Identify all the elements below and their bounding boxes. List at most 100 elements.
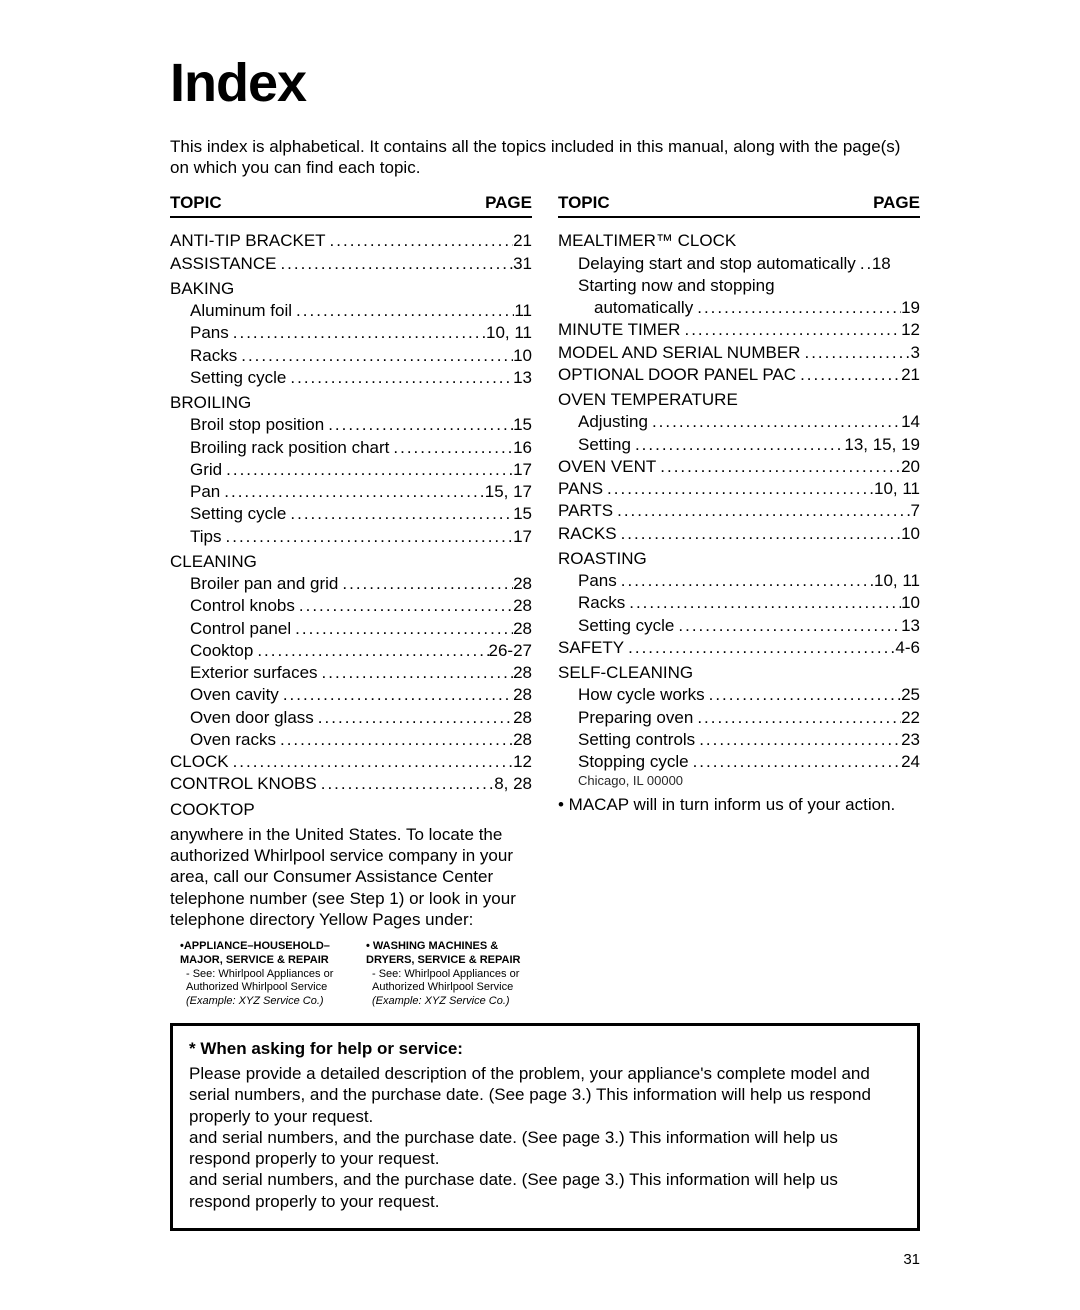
index-heading: MEALTIMER™ CLOCK xyxy=(558,230,920,251)
entry-label: ASSISTANCE xyxy=(170,253,276,274)
left-column: TOPIC PAGE ANTI-TIP BRACKET21ASSISTANCE3… xyxy=(170,192,532,1015)
entry-dots xyxy=(324,414,513,435)
entry-dots xyxy=(276,729,513,750)
entry-label: OVEN VENT xyxy=(558,456,656,477)
entry-page: 4-6 xyxy=(895,637,920,658)
index-sub-entry: Racks10 xyxy=(558,592,920,613)
entry-dots xyxy=(295,595,513,616)
entry-dots xyxy=(318,662,514,683)
entry-page: 24 xyxy=(901,751,920,772)
header-page: PAGE xyxy=(873,192,920,213)
entry-label: Pan xyxy=(190,481,220,502)
entry-label: RACKS xyxy=(558,523,617,544)
index-sub-entry: Setting cycle15 xyxy=(170,503,532,524)
entry-dots xyxy=(286,503,513,524)
index-entry: ANTI-TIP BRACKET21 xyxy=(170,230,532,251)
entry-label: Preparing oven xyxy=(578,707,693,728)
index-entry: OPTIONAL DOOR PANEL PAC 21 xyxy=(558,364,920,385)
entry-dots xyxy=(222,526,514,547)
index-entry: MODEL AND SERIAL NUMBER3 xyxy=(558,342,920,363)
entry-dots xyxy=(648,411,901,432)
entry-page: 28 xyxy=(513,729,532,750)
entry-page: 7 xyxy=(911,500,920,521)
help-service-box: * When asking for help or service: Pleas… xyxy=(170,1023,920,1231)
entry-label: automatically xyxy=(594,297,693,318)
index-sub-entry: Racks10 xyxy=(170,345,532,366)
entry-dots xyxy=(222,459,513,480)
index-entry: OVEN VENT 20 xyxy=(558,456,920,477)
index-sub-entry: Aluminum foil11 xyxy=(170,300,532,321)
index-entry: SAFETY4-6 xyxy=(558,637,920,658)
intro-text: This index is alphabetical. It contains … xyxy=(170,136,920,179)
entry-dots xyxy=(705,684,901,705)
index-sub-entry: Pans 10, 11 xyxy=(558,570,920,591)
entry-page: 21 xyxy=(513,230,532,251)
entry-dots xyxy=(292,300,514,321)
entry-page: 10, 11 xyxy=(874,478,920,499)
entry-dots xyxy=(276,253,513,274)
entry-page: 16 xyxy=(513,437,532,458)
index-entry: RACKS10 xyxy=(558,523,920,544)
entry-label: CONTROL KNOBS xyxy=(170,773,317,794)
header-page: PAGE xyxy=(485,192,532,213)
index-heading: CLEANING xyxy=(170,551,532,572)
index-sub-entry: Cooktop26-27 xyxy=(170,640,532,661)
entry-page: 28 xyxy=(513,618,532,639)
entry-page: 10 xyxy=(901,592,920,613)
header-topic: TOPIC xyxy=(170,192,222,213)
entry-dots xyxy=(800,342,910,363)
index-sub-entry: Pans10, 11 xyxy=(170,322,532,343)
index-sub-entry: Broiler pan and grid28 xyxy=(170,573,532,594)
entry-label: OPTIONAL DOOR PANEL PAC xyxy=(558,364,796,385)
entry-label: Cooktop xyxy=(190,640,253,661)
entry-label: Setting controls xyxy=(578,729,695,750)
index-sub-entry: Control panel28 xyxy=(170,618,532,639)
index-heading: BAKING xyxy=(170,278,532,299)
entry-page: 13 xyxy=(513,367,532,388)
index-heading: SELF-CLEANING xyxy=(558,662,920,683)
index-sub-entry: Stopping cycle24 xyxy=(558,751,920,772)
entry-page: 17 xyxy=(513,459,532,480)
entry-dots xyxy=(680,319,901,340)
entry-page: 28 xyxy=(513,662,532,683)
entry-page: 15 xyxy=(513,503,532,524)
entry-dots xyxy=(389,437,513,458)
entry-page: 10, 11 xyxy=(874,570,920,591)
entry-label: Delaying start and stop automatically xyxy=(578,253,856,274)
index-sub-entry: Setting cycle13 xyxy=(558,615,920,636)
index-heading: COOKTOP xyxy=(170,799,532,820)
entry-dots xyxy=(317,773,494,794)
index-sub-entry: Broiling rack position chart16 xyxy=(170,437,532,458)
entry-page: 23 xyxy=(901,729,920,750)
entry-label: Pans xyxy=(578,570,617,591)
entry-dots xyxy=(220,481,484,502)
entry-label: Exterior surfaces xyxy=(190,662,318,683)
garbled-row: Chicago, IL 00000 xyxy=(558,773,920,789)
index-sub-entry: Pan15, 17 xyxy=(170,481,532,502)
macap-bullet: • MACAP will in turn inform us of your a… xyxy=(558,794,920,815)
listing-col-2: • WASHING MACHINES & DRYERS, SERVICE & R… xyxy=(366,940,532,1009)
entry-dots xyxy=(624,637,895,658)
index-sub-entry: automatically19 xyxy=(558,297,920,318)
entry-dots xyxy=(229,322,486,343)
entry-dots xyxy=(674,615,901,636)
entry-label: Pans xyxy=(190,322,229,343)
right-column: TOPIC PAGE MEALTIMER™ CLOCKDelaying star… xyxy=(558,192,920,1015)
index-entry: PARTS7 xyxy=(558,500,920,521)
entry-dots xyxy=(279,684,513,705)
entry-page: 10 xyxy=(513,345,532,366)
listing-line: (Example: XYZ Service Co.) xyxy=(180,995,346,1009)
index-entry: MINUTE TIMER12 xyxy=(558,319,920,340)
column-header-right: TOPIC PAGE xyxy=(558,192,920,218)
entry-dots xyxy=(693,297,901,318)
listing-heading: •APPLIANCE–HOUSEHOLD– MAJOR, SERVICE & R… xyxy=(180,940,346,968)
entry-dots xyxy=(856,253,872,274)
index-sub-entry: Tips17 xyxy=(170,526,532,547)
entry-page: 21 xyxy=(901,364,920,385)
entry-page: 17 xyxy=(513,526,532,547)
entry-label: Adjusting xyxy=(578,411,648,432)
entry-page: 20 xyxy=(901,456,920,477)
index-sub-entry: Oven door glass28 xyxy=(170,707,532,728)
help-box-para: and serial numbers, and the purchase dat… xyxy=(189,1127,901,1170)
entry-dots xyxy=(613,500,910,521)
